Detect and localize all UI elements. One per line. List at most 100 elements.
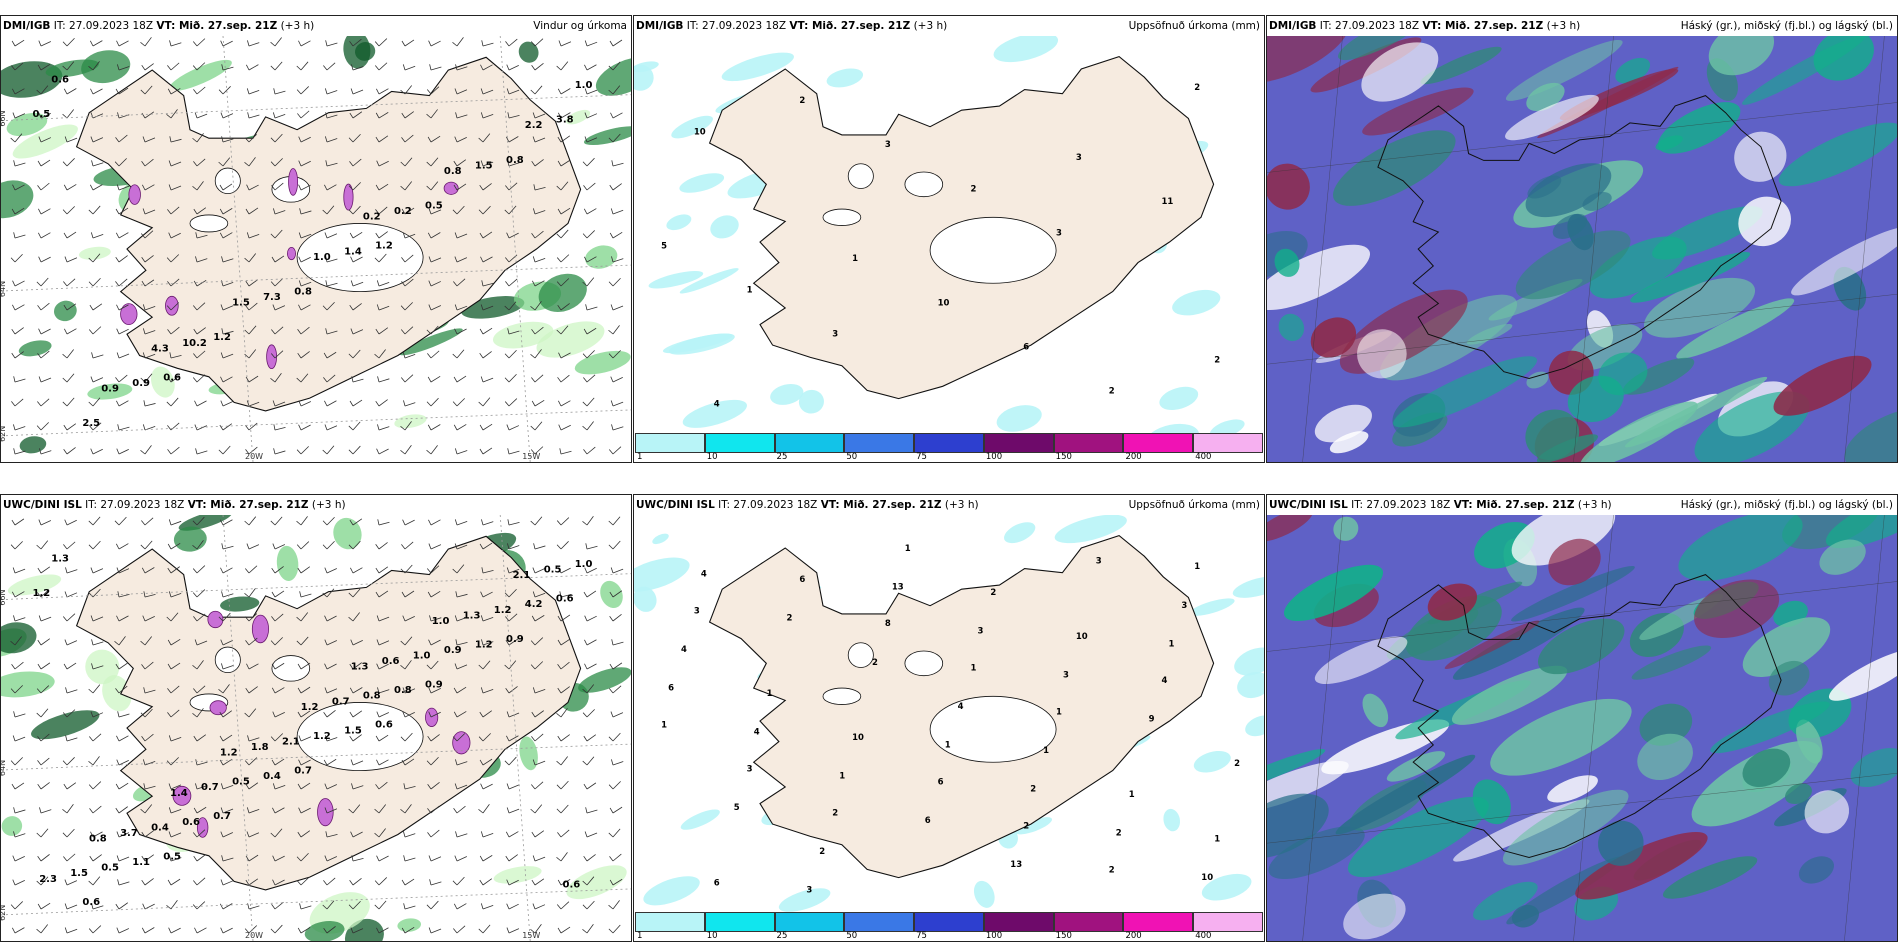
precip-area [652, 533, 669, 545]
wind-barb [91, 663, 104, 670]
precip-value-label: 0.8 [294, 287, 312, 298]
precip-area [993, 36, 1059, 63]
glacier-outline [214, 646, 241, 674]
wind-barb [401, 254, 414, 263]
wind-barb [270, 37, 282, 47]
precip-amount-label: 3 [1181, 601, 1187, 611]
wind-barb [141, 63, 154, 71]
wind-barb [192, 589, 206, 598]
wind-barb [62, 373, 75, 383]
wind-barb [325, 328, 338, 335]
lead-time: (+3 h) [944, 499, 979, 511]
cloud-patch [1785, 783, 1812, 805]
wind-barb [556, 541, 569, 550]
wind-barb [402, 711, 415, 718]
cloud-patch [1267, 36, 1349, 83]
wind-barb [12, 88, 25, 95]
precip-amount-label: 5 [661, 241, 667, 251]
cloud-patch [1708, 36, 1775, 76]
wind-barb [480, 256, 493, 263]
wind-barb [400, 374, 414, 383]
wind-barb [480, 88, 494, 95]
wind-barb [36, 422, 49, 431]
wind-barb [298, 304, 311, 311]
wind-barb [584, 136, 598, 143]
wind-barb [376, 639, 390, 646]
wind-barb [531, 615, 545, 622]
precip-value-label: 0.9 [425, 680, 443, 691]
wind-barb [401, 134, 414, 143]
wind-barb [322, 540, 335, 550]
wind-barb [504, 660, 517, 670]
wind-barb [479, 758, 493, 766]
wind-barb [12, 567, 26, 574]
wind-barb [402, 519, 415, 526]
wind-barb [608, 732, 621, 742]
colorbar-tick: 100 [985, 452, 1003, 462]
wind-barb [350, 328, 364, 335]
wind-barb [401, 39, 415, 47]
wind-barb [166, 612, 179, 622]
wind-barb [244, 925, 258, 934]
wind-barb [426, 109, 438, 119]
wind-barb [272, 400, 286, 407]
wind-barb [350, 88, 364, 95]
wind-barb [116, 615, 129, 622]
cloud-patch [1547, 775, 1598, 803]
wind-barb [324, 567, 337, 574]
wind-barb [454, 519, 468, 526]
wind-barb [608, 350, 621, 359]
wind-barb [37, 662, 51, 670]
precip-value-label: 1.1 [132, 857, 150, 868]
model-name: UWC/DINI ISL [636, 499, 715, 511]
precip-value-label: 0.8 [506, 155, 524, 166]
wind-barb [298, 735, 312, 742]
init-time: IT: 27.09.2023 18Z [85, 499, 185, 511]
colorbar-swatch [983, 912, 1054, 932]
precip-value-label: 1.0 [313, 252, 331, 263]
wind-barb [141, 567, 155, 574]
colorbar-swatch [1123, 912, 1194, 932]
wind-barb [12, 280, 25, 287]
wind-barb [481, 280, 494, 287]
wind-barb [297, 326, 310, 335]
wind-barb [556, 517, 570, 526]
wind-barb [453, 686, 467, 694]
wind-barb [350, 256, 363, 263]
wind-barb [532, 256, 546, 263]
wind-barb [584, 40, 598, 47]
precip-area [1159, 386, 1199, 411]
wind-barb [428, 927, 442, 934]
wind-barb [116, 352, 130, 359]
wind-barb [169, 352, 182, 359]
precip-amount-label: 2 [1214, 355, 1220, 365]
precip-blob [538, 273, 587, 312]
cloud-patch [1631, 645, 1712, 680]
wind-barb [270, 350, 284, 359]
precip-area [634, 557, 690, 592]
wind-barb [270, 133, 283, 143]
cloud-cover-map [1267, 515, 1897, 941]
precip-value-label: 0.6 [163, 372, 181, 383]
init-time: IT: 27.09.2023 18Z [1319, 20, 1420, 32]
wind-barb [427, 805, 440, 814]
wind-barb [90, 831, 103, 838]
wind-barb [350, 639, 363, 646]
wind-barb [298, 184, 311, 191]
colorbar-swatch [983, 433, 1054, 453]
wind-barb [454, 136, 467, 143]
wind-barb [531, 781, 544, 790]
wind-barb [557, 878, 571, 886]
wind-barb [12, 735, 26, 742]
wind-barb [195, 448, 208, 455]
precip-amount-label: 3 [747, 764, 753, 774]
wind-barb [530, 85, 543, 95]
wind-barb [140, 373, 153, 383]
wind-barb [245, 207, 259, 215]
precip-amount-label: 1 [1043, 746, 1049, 756]
precip-value-label: 0.5 [544, 565, 562, 576]
wind-barb [506, 64, 519, 71]
wind-barb [557, 207, 571, 215]
wind-barb [89, 854, 102, 862]
colorbar-swatch [704, 912, 775, 932]
